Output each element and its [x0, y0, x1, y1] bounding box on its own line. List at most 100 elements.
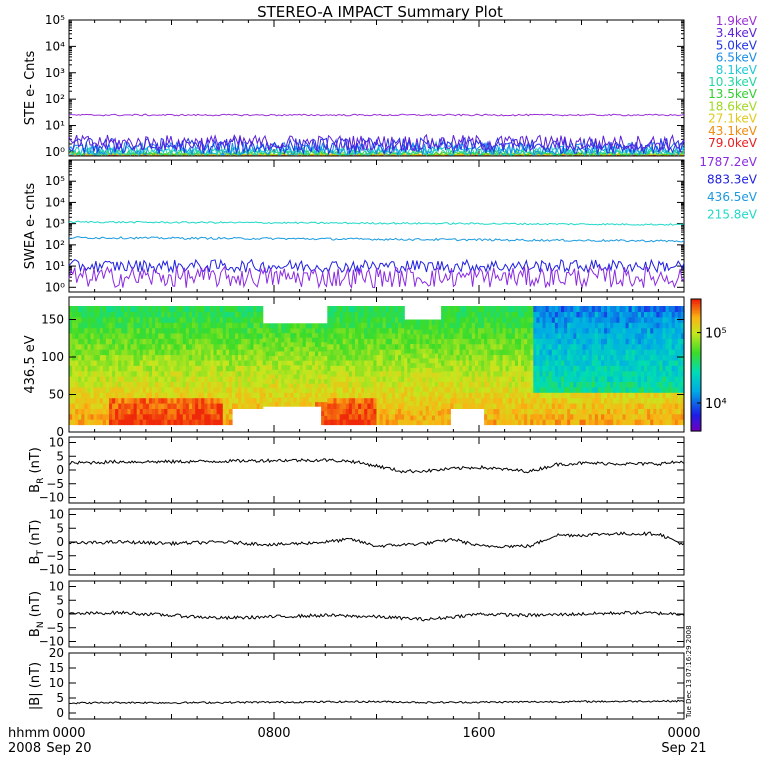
heatmap-cell [345, 349, 350, 356]
heatmap-cell [481, 327, 485, 334]
heatmap-cell [391, 403, 396, 409]
heatmap-cell [539, 386, 544, 393]
heatmap-cell [382, 381, 387, 388]
heatmap-cell [259, 327, 264, 334]
heatmap-cell [484, 381, 488, 388]
heatmap-cell [662, 397, 667, 404]
heatmap-cell [585, 408, 590, 415]
heatmap-cell [441, 408, 445, 415]
heatmap-cell [278, 323, 282, 329]
heatmap-cell [410, 400, 414, 406]
heatmap-cell [308, 332, 313, 338]
heatmap-cell [551, 381, 556, 388]
heatmap-cell [355, 354, 359, 361]
heatmap-cell [511, 376, 516, 382]
heatmap-cell [188, 327, 193, 334]
heatmap-cell [628, 419, 633, 426]
heatmap-cell [493, 408, 498, 415]
heatmap-cell [272, 383, 276, 389]
heatmap-cell [456, 343, 461, 350]
heatmap-cell [597, 370, 602, 377]
heatmap-cell [585, 365, 590, 372]
heatmap-cell [644, 316, 648, 323]
heatmap-cell [462, 354, 467, 361]
heatmap-cell [524, 316, 528, 323]
heatmap-cell [315, 350, 319, 357]
heatmap-cell [152, 381, 156, 388]
heatmap-cell [419, 348, 424, 354]
heatmap-cell [601, 408, 605, 415]
heatmap-cell [551, 386, 556, 393]
heatmap-cell [478, 327, 482, 334]
heatmap-cell [247, 332, 252, 339]
heatmap-cell [136, 306, 141, 312]
heatmap-cell [444, 413, 448, 420]
heatmap-cell [594, 306, 599, 312]
heatmap-cell [275, 373, 279, 380]
heatmap-cell [450, 306, 454, 312]
heatmap-cell [364, 397, 368, 404]
heatmap-cell [373, 397, 378, 404]
heatmap-cell [573, 386, 577, 393]
heatmap-cell [422, 329, 427, 335]
heatmap-cell [358, 338, 362, 345]
heatmap-cell [293, 378, 298, 384]
heatmap-cell [136, 386, 141, 393]
heatmap-cell [570, 381, 574, 388]
heatmap-cell [102, 327, 107, 334]
heatmap-cell [185, 332, 190, 339]
heatmap-cell [299, 373, 304, 380]
heatmap-cell [610, 403, 614, 409]
heatmap-cell [333, 322, 338, 329]
heatmap-cell [650, 392, 654, 399]
heatmap-cell [290, 369, 295, 375]
heatmap-cell [133, 370, 138, 377]
heatmap-cell [656, 311, 660, 318]
heatmap-cell [293, 355, 298, 361]
heatmap-cell [527, 392, 531, 399]
heatmap-cell [542, 370, 547, 377]
heatmap-cell [345, 359, 350, 366]
heatmap-cell [142, 413, 147, 420]
heatmap-cell [391, 349, 396, 356]
heatmap-cell [542, 386, 547, 393]
heatmap-cell [90, 386, 95, 393]
heatmap-cell [268, 392, 273, 398]
heatmap-cell [152, 332, 156, 339]
heatmap-cell [521, 349, 525, 356]
heatmap-cell [468, 332, 473, 339]
heatmap-cell [468, 316, 473, 323]
heatmap-cell [87, 413, 92, 420]
heatmap-cell [148, 322, 153, 329]
heatmap-cell [238, 332, 242, 339]
heatmap-cell [281, 337, 285, 343]
heatmap-cell [179, 392, 184, 399]
heatmap-cell [533, 370, 537, 377]
heatmap-cell [524, 397, 528, 404]
heatmap-cell [622, 408, 627, 415]
heatmap-cell [395, 338, 399, 345]
heatmap-cell [210, 338, 215, 345]
heatmap-cell [376, 365, 381, 372]
heatmap-cell [582, 370, 587, 377]
heatmap-cell [536, 392, 541, 399]
heatmap-cell [155, 413, 159, 420]
heatmap-cell [370, 327, 375, 334]
heatmap-cell [136, 311, 141, 318]
heatmap-cell [333, 381, 338, 388]
heatmap-cell [656, 332, 660, 339]
heatmap-cell [508, 311, 513, 318]
heatmap-cell [358, 316, 362, 323]
heatmap-cell [671, 397, 676, 404]
heatmap-cell [567, 419, 571, 426]
heatmap-cell [75, 370, 79, 377]
heatmap-cell [311, 392, 316, 398]
heatmap-cell [339, 327, 344, 334]
heatmap-cell [564, 332, 568, 339]
heatmap-cell [302, 360, 307, 366]
heatmap-cell [315, 355, 319, 361]
heatmap-cell [527, 316, 531, 323]
heatmap-cell [142, 376, 147, 382]
heatmap-cell [136, 392, 141, 399]
heatmap-cell [315, 364, 319, 370]
